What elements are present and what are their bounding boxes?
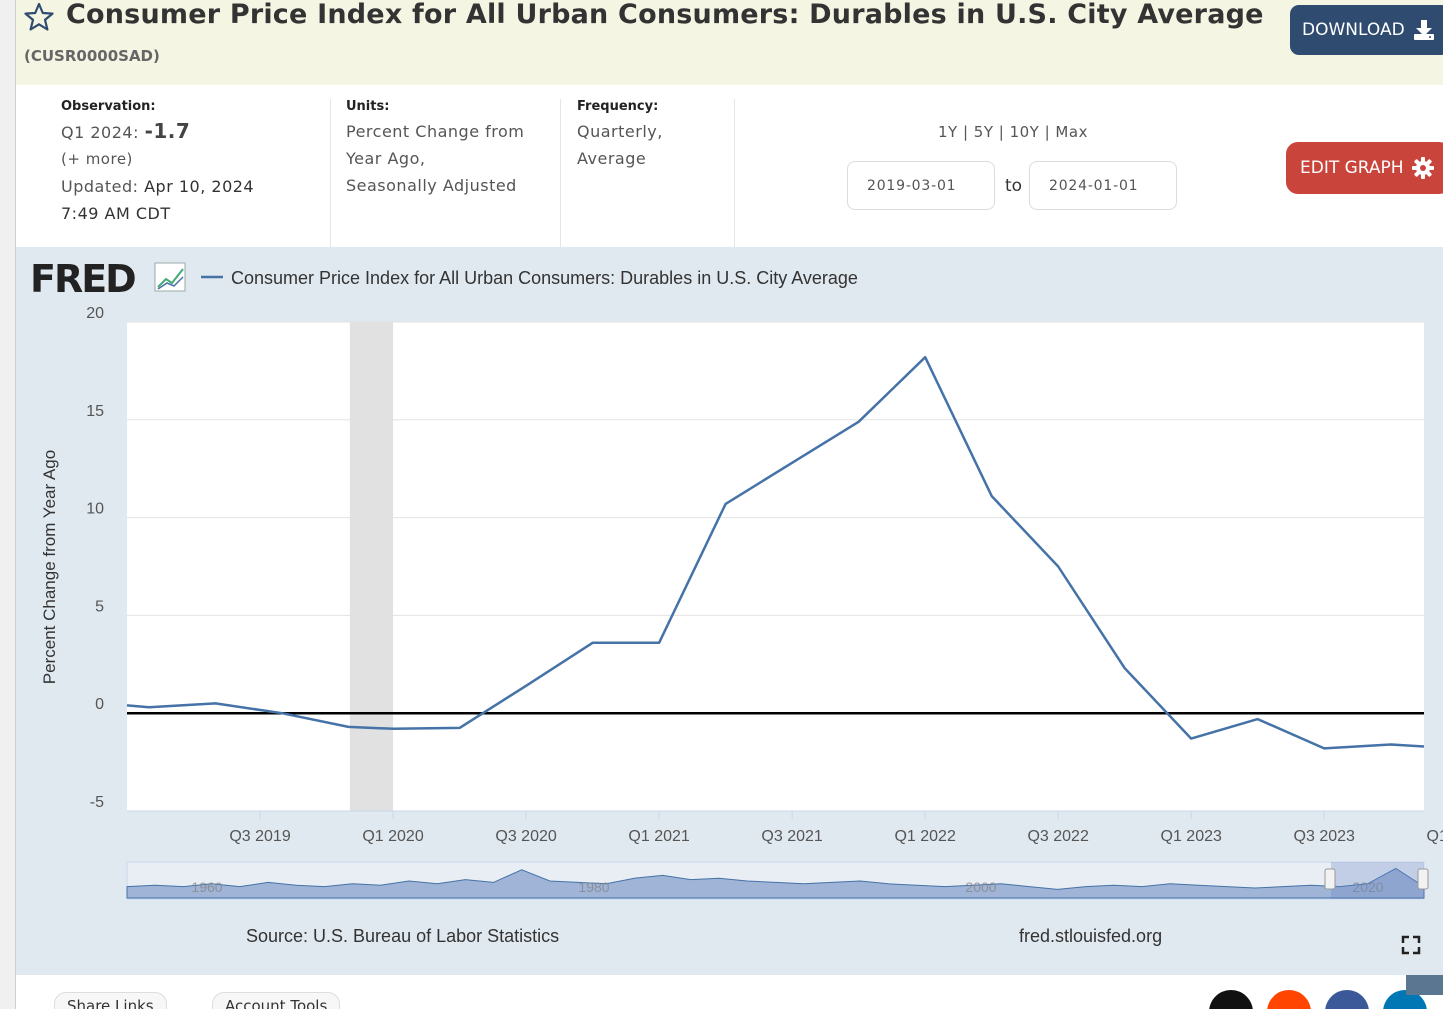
units-line: Percent Change from: [346, 122, 525, 141]
x-tick-label: Q3 2019: [229, 828, 290, 845]
series-meta: Observation: Q1 2024: -1.7 (+ more) Upda…: [16, 85, 1443, 247]
y-axis-label: Percent Change from Year Ago: [40, 450, 59, 684]
series-header: Consumer Price Index for All Urban Consu…: [16, 0, 1443, 85]
navigator-label: 1960: [191, 879, 222, 895]
site-text: fred.stlouisfed.org: [1019, 926, 1162, 946]
navigator-selection: [1331, 862, 1424, 899]
y-tick-label: 0: [95, 696, 104, 713]
x-tick-label: Q3 2023: [1294, 828, 1355, 845]
series-title: Consumer Price Index for All Urban Consu…: [66, 0, 1264, 30]
y-tick-label: 10: [86, 501, 104, 518]
left-strip: [0, 0, 16, 1009]
x-tick-label: Q1 2024: [1427, 828, 1443, 845]
divider: [734, 99, 735, 247]
frequency-block: Frequency: Quarterly, Average: [577, 99, 663, 172]
observation-heading: Observation:: [61, 99, 156, 114]
series-line: [126, 355, 1425, 750]
x-tick-label: Q1 2020: [362, 828, 423, 845]
edit-graph-button[interactable]: EDIT GRAPH: [1286, 142, 1443, 194]
frequency-heading: Frequency:: [577, 99, 659, 114]
scroll-to-top-button[interactable]: [1406, 975, 1443, 995]
updated-label: Updated:: [61, 177, 139, 196]
x-tick-label: Q3 2022: [1027, 828, 1088, 845]
navigator-label: 2000: [965, 879, 996, 895]
units-line: Year Ago,: [346, 149, 426, 168]
more-link[interactable]: (+ more): [61, 150, 133, 168]
frequency-line: Quarterly,: [577, 122, 663, 141]
fred-logo-text: FRED: [30, 257, 135, 301]
edit-graph-label: EDIT GRAPH: [1300, 158, 1404, 178]
gear-icon: [1411, 157, 1434, 179]
navigator-handle-left: [1324, 868, 1336, 890]
end-date-input[interactable]: 2024-01-01: [1029, 161, 1177, 210]
x-icon[interactable]: [1209, 990, 1253, 1009]
below-chart: Share Links Account Tools: [16, 975, 1443, 1009]
chart: FRED Consumer Price Index for All Urban …: [30, 257, 1443, 955]
plot-area: [127, 322, 1424, 811]
account-tools-button[interactable]: Account Tools: [212, 992, 341, 1009]
start-date-input[interactable]: 2019-03-01: [847, 161, 995, 210]
legend-label: Consumer Price Index for All Urban Consu…: [231, 268, 858, 288]
frequency-line: Average: [577, 149, 647, 168]
x-tick-label: Q3 2021: [761, 828, 822, 845]
divider: [330, 99, 331, 247]
observation-period: Q1 2024:: [61, 123, 139, 142]
divider: [560, 99, 561, 247]
to-label: to: [1005, 176, 1023, 196]
series-id: (CUSR0000SAD): [24, 47, 160, 65]
fred-logo[interactable]: FRED: [30, 257, 186, 301]
units-block: Units: Percent Change from Year Ago, Sea…: [346, 99, 524, 199]
units-line: Seasonally Adjusted: [346, 176, 517, 195]
source-text: Source: U.S. Bureau of Labor Statistics: [246, 926, 559, 946]
download-button[interactable]: DOWNLOAD: [1290, 5, 1443, 55]
y-tick-label: 15: [86, 403, 104, 420]
range-navigator[interactable]: 1960 1980 2000 2020: [126, 861, 1429, 900]
recession-band: [349, 322, 394, 811]
navigator-handle-right: [1417, 868, 1429, 890]
download-label: DOWNLOAD: [1302, 20, 1405, 40]
navigator-label: 2020: [1352, 879, 1383, 895]
download-icon: [1413, 20, 1434, 40]
star-icon[interactable]: [24, 2, 54, 32]
fullscreen-icon[interactable]: [1401, 935, 1421, 955]
navigator-series: [126, 867, 1425, 899]
y-tick-label: -5: [90, 794, 104, 811]
x-tick-label: Q1 2021: [628, 828, 689, 845]
share-links-button[interactable]: Share Links: [54, 992, 167, 1009]
chart-panel: FRED Consumer Price Index for All Urban …: [16, 247, 1443, 975]
y-tick-label: 20: [86, 305, 104, 322]
facebook-icon[interactable]: [1325, 990, 1369, 1009]
updated-time: 7:49 AM CDT: [61, 204, 171, 223]
observation-value: -1.7: [144, 119, 191, 143]
x-tick-label: Q3 2020: [495, 828, 556, 845]
observation-block: Observation: Q1 2024: -1.7 (+ more) Upda…: [61, 99, 254, 227]
updated-date: Apr 10, 2024: [144, 177, 255, 196]
x-tick-label: Q1 2022: [894, 828, 955, 845]
units-heading: Units:: [346, 99, 390, 114]
y-tick-label: 5: [95, 598, 104, 615]
reddit-icon[interactable]: [1267, 990, 1311, 1009]
x-tick-label: Q1 2023: [1161, 828, 1222, 845]
range-links[interactable]: 1Y | 5Y | 10Y | Max: [938, 123, 1088, 141]
navigator-label: 1980: [578, 879, 609, 895]
